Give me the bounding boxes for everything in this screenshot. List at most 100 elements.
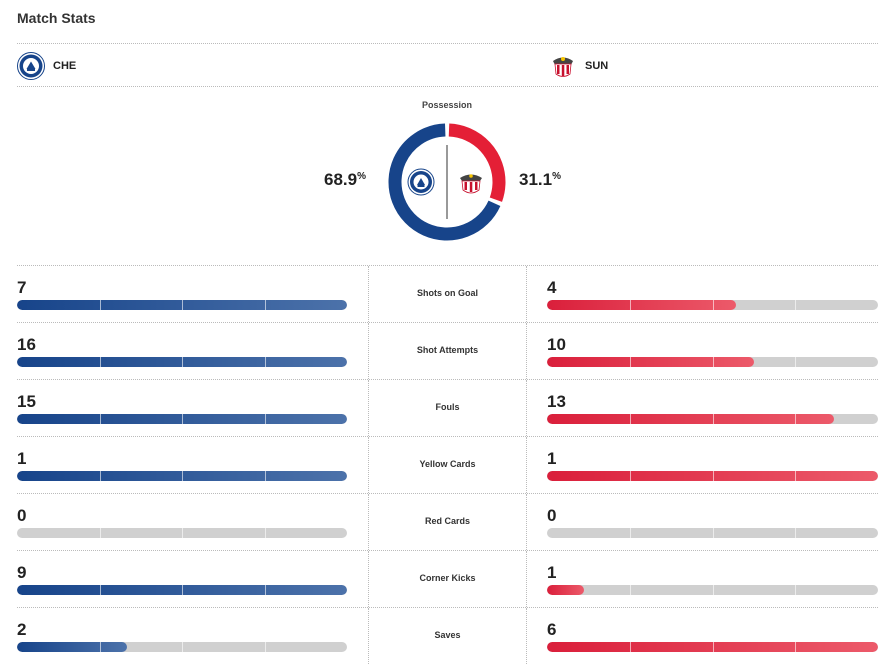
home-stat-bar bbox=[17, 528, 347, 538]
bar-tick bbox=[182, 414, 183, 424]
possession-home-arc bbox=[388, 123, 506, 241]
sunderland-crest-icon bbox=[460, 174, 482, 194]
stat-label: Fouls bbox=[435, 402, 460, 412]
column-divider bbox=[368, 266, 369, 322]
divider bbox=[17, 86, 878, 87]
away-stat-bar bbox=[547, 585, 878, 595]
stat-label: Red Cards bbox=[424, 516, 470, 526]
home-stat-value: 0 bbox=[17, 506, 27, 525]
away-stat-bar-fill bbox=[547, 300, 736, 310]
bar-tick bbox=[795, 414, 797, 424]
home-stat-bar bbox=[17, 585, 347, 595]
column-divider bbox=[368, 437, 369, 493]
away-stat-value: 6 bbox=[547, 620, 557, 639]
stat-row-fouls: 15 Fouls 13 bbox=[17, 379, 878, 436]
bar-tick bbox=[182, 585, 183, 595]
home-stat-value: 2 bbox=[17, 620, 27, 639]
column-divider bbox=[368, 608, 369, 664]
away-stat-bar bbox=[547, 357, 878, 367]
away-stat-value: 4 bbox=[547, 278, 557, 297]
bar-tick bbox=[795, 642, 797, 652]
column-divider bbox=[368, 494, 369, 550]
bar-tick bbox=[182, 642, 183, 652]
bar-tick bbox=[182, 357, 183, 367]
home-stat-value: 16 bbox=[17, 335, 36, 354]
stat-label: Shot Attempts bbox=[416, 345, 479, 355]
home-stat-bar-fill bbox=[17, 642, 127, 652]
stat-row-saves: 2 Saves 6 bbox=[17, 607, 878, 664]
possession-label: Possession bbox=[421, 100, 473, 110]
possession-donut-chart bbox=[388, 123, 506, 241]
stats-table: 7 Shots on Goal 4 16 Shot Attempts 10 15 Foul… bbox=[17, 265, 878, 664]
bar-tick bbox=[712, 585, 714, 595]
home-stat-bar bbox=[17, 357, 347, 367]
bar-tick bbox=[629, 357, 631, 367]
home-stat-value: 7 bbox=[17, 278, 27, 297]
column-divider bbox=[526, 437, 527, 493]
page-title: Match Stats bbox=[17, 10, 96, 26]
stat-label: Shots on Goal bbox=[416, 288, 478, 298]
bar-tick bbox=[629, 300, 631, 310]
away-stat-bar bbox=[547, 414, 878, 424]
column-divider bbox=[526, 608, 527, 664]
chelsea-crest-icon bbox=[17, 52, 45, 80]
bar-tick bbox=[712, 471, 714, 481]
bar-tick bbox=[99, 414, 101, 424]
column-divider bbox=[526, 380, 527, 436]
home-team[interactable]: CHE bbox=[17, 52, 76, 80]
home-stat-bar bbox=[17, 414, 347, 424]
bar-tick bbox=[99, 300, 101, 310]
column-divider bbox=[526, 551, 527, 607]
bar-tick bbox=[99, 471, 101, 481]
home-stat-bar bbox=[17, 300, 347, 310]
bar-tick bbox=[264, 528, 266, 538]
column-divider bbox=[368, 551, 369, 607]
bar-tick bbox=[712, 300, 714, 310]
bar-tick bbox=[99, 642, 101, 652]
stat-label: Saves bbox=[434, 630, 461, 640]
possession-away-arc bbox=[388, 123, 506, 241]
divider bbox=[17, 43, 878, 44]
bar-tick bbox=[712, 357, 714, 367]
bar-tick bbox=[182, 300, 183, 310]
bar-tick bbox=[99, 357, 101, 367]
bar-tick bbox=[795, 528, 797, 538]
away-stat-bar-fill bbox=[547, 357, 754, 367]
bar-tick bbox=[99, 528, 101, 538]
away-stat-bar bbox=[547, 300, 878, 310]
stat-row-shot-attempts: 16 Shot Attempts 10 bbox=[17, 322, 878, 379]
bar-tick bbox=[182, 471, 183, 481]
bar-tick bbox=[795, 471, 797, 481]
away-stat-value: 0 bbox=[547, 506, 557, 525]
home-possession-value: 68.9 bbox=[324, 170, 358, 189]
chelsea-crest-icon bbox=[407, 168, 435, 196]
bar-tick bbox=[629, 414, 631, 424]
column-divider bbox=[526, 266, 527, 322]
bar-tick bbox=[795, 300, 797, 310]
stat-row-shots-on-goal: 7 Shots on Goal 4 bbox=[17, 265, 878, 322]
percent-symbol: % bbox=[357, 171, 366, 182]
away-team-abbr: SUN bbox=[585, 60, 609, 72]
column-divider bbox=[526, 323, 527, 379]
bar-tick bbox=[264, 414, 266, 424]
bar-tick bbox=[264, 471, 266, 481]
away-stat-bar bbox=[547, 471, 878, 481]
stat-label: Yellow Cards bbox=[419, 459, 476, 469]
home-stat-bar bbox=[17, 642, 347, 652]
bar-tick bbox=[99, 585, 101, 595]
away-stat-bar bbox=[547, 528, 878, 538]
bar-tick bbox=[629, 585, 631, 595]
bar-tick bbox=[712, 528, 714, 538]
bar-tick bbox=[795, 585, 797, 595]
bar-tick bbox=[264, 357, 266, 367]
bar-tick bbox=[182, 528, 183, 538]
bar-tick bbox=[712, 642, 714, 652]
away-possession: 31.1% bbox=[519, 170, 561, 190]
away-team[interactable]: SUN bbox=[549, 52, 608, 80]
column-divider bbox=[368, 380, 369, 436]
percent-symbol: % bbox=[552, 171, 561, 182]
away-stat-bar-fill bbox=[547, 585, 584, 595]
home-team-abbr: CHE bbox=[53, 60, 77, 72]
bar-tick bbox=[264, 300, 266, 310]
column-divider bbox=[368, 323, 369, 379]
